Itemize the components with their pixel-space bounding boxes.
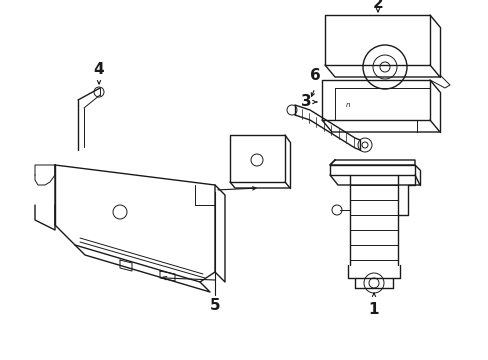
Text: 1: 1 <box>368 302 379 318</box>
Text: 2: 2 <box>372 0 383 10</box>
Text: n: n <box>345 102 349 108</box>
Text: 5: 5 <box>209 297 220 312</box>
Text: 6: 6 <box>309 68 320 84</box>
Text: 3: 3 <box>300 94 311 109</box>
Text: 4: 4 <box>94 63 104 77</box>
